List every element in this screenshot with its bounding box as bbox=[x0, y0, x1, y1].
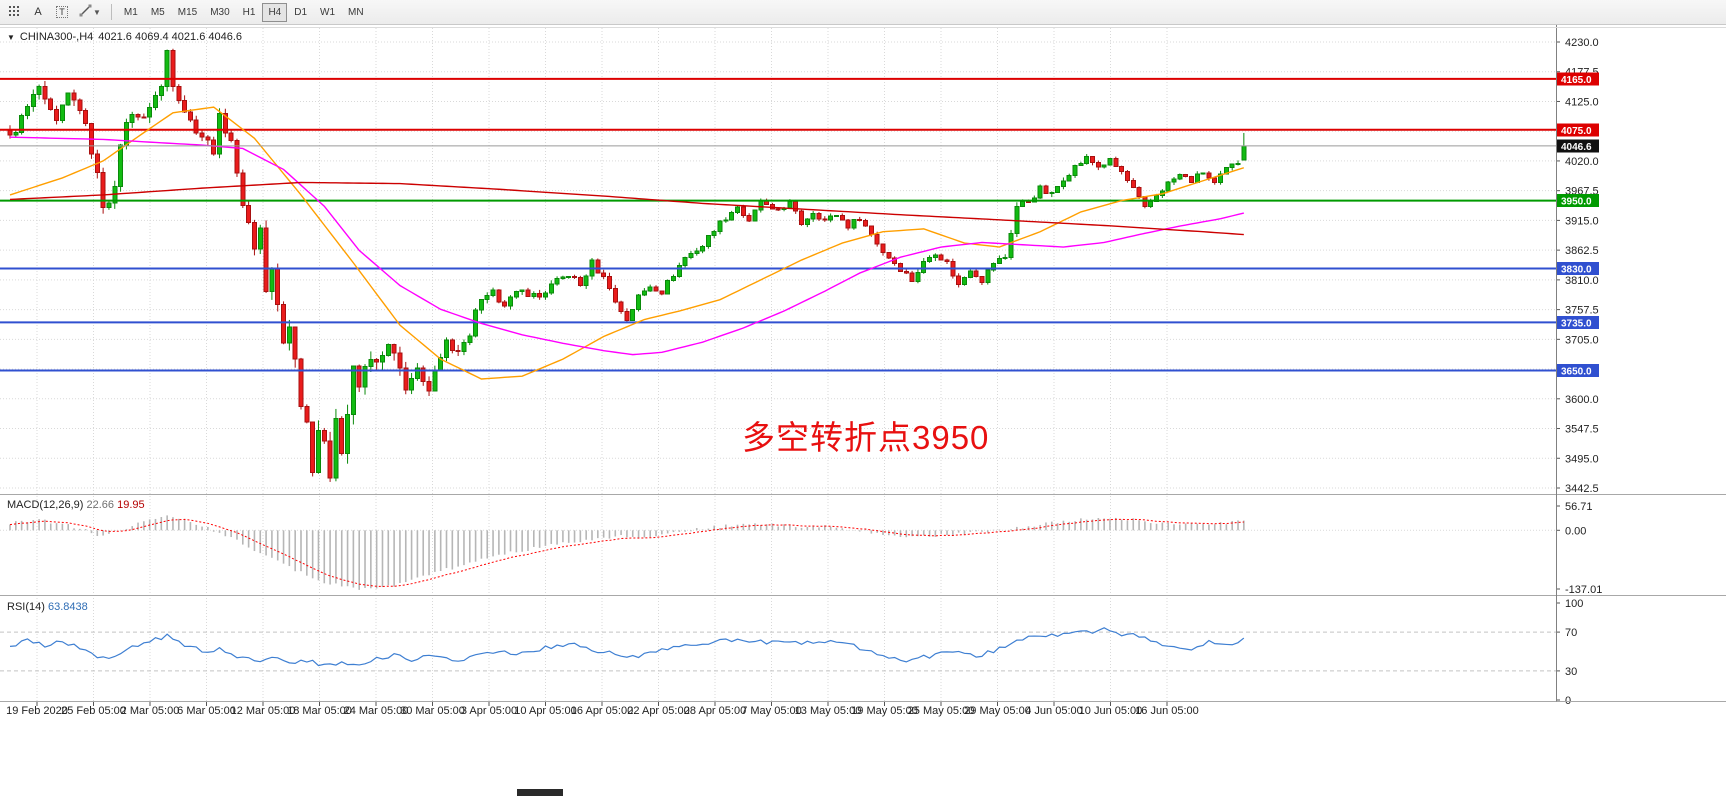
svg-text:3810.0: 3810.0 bbox=[1565, 275, 1599, 287]
svg-text:4230.0: 4230.0 bbox=[1565, 37, 1599, 49]
timeframe-group: M1 M5 M15 M30 H1 H4 D1 W1 MN bbox=[118, 2, 370, 22]
toolbar: A T ▼ M1 M5 M15 M30 H1 H4 D1 W1 MN bbox=[0, 0, 1726, 25]
svg-text:6 Mar 05:00: 6 Mar 05:00 bbox=[177, 705, 236, 717]
svg-text:100: 100 bbox=[1565, 598, 1583, 610]
svg-text:3547.5: 3547.5 bbox=[1565, 424, 1599, 436]
chart-ohlc-values: 4021.6 4069.4 4021.6 4046.6 bbox=[98, 31, 243, 43]
chart-symbol-period: CHINA300-,H4 bbox=[19, 31, 94, 43]
svg-text:10 Jun 05:00: 10 Jun 05:00 bbox=[1079, 705, 1143, 717]
timeframe-m15-button[interactable]: M15 bbox=[172, 3, 203, 22]
timeframe-w1-button[interactable]: W1 bbox=[314, 3, 341, 22]
timeframe-h1-button[interactable]: H1 bbox=[237, 3, 262, 22]
svg-text:4 Jun 05:00: 4 Jun 05:00 bbox=[1025, 705, 1083, 717]
annotation-text[interactable]: 多空转折点3950 bbox=[742, 419, 990, 456]
svg-text:29 May 05:00: 29 May 05:00 bbox=[964, 705, 1031, 717]
svg-text:3650.0: 3650.0 bbox=[1561, 366, 1592, 377]
svg-text:19 May 05:00: 19 May 05:00 bbox=[851, 705, 918, 717]
svg-text:3915.0: 3915.0 bbox=[1565, 215, 1599, 227]
text-label-tool-button[interactable]: A bbox=[27, 2, 49, 22]
svg-text:4125.0: 4125.0 bbox=[1565, 96, 1599, 108]
svg-text:25 May 05:00: 25 May 05:00 bbox=[908, 705, 975, 717]
svg-text:10 Apr 05:00: 10 Apr 05:00 bbox=[514, 705, 576, 717]
chart-title: ▼ CHINA300-,H4 4021.6 4069.4 4021.6 4046… bbox=[7, 31, 242, 43]
macd-signal-value: 19.95 bbox=[117, 499, 145, 511]
rsi-indicator-name: RSI(14) bbox=[7, 601, 45, 613]
timeframe-d1-button[interactable]: D1 bbox=[288, 3, 313, 22]
rsi-value: 63.8438 bbox=[47, 601, 88, 613]
svg-text:-137.01: -137.01 bbox=[1565, 584, 1602, 596]
grid-icon bbox=[8, 5, 20, 20]
svg-text:25 Feb 05:00: 25 Feb 05:00 bbox=[61, 705, 126, 717]
svg-text:30: 30 bbox=[1565, 666, 1577, 678]
text-box-tool-button[interactable]: T bbox=[51, 2, 73, 22]
svg-text:28 Apr 05:00: 28 Apr 05:00 bbox=[684, 705, 746, 717]
svg-text:16 Jun 05:00: 16 Jun 05:00 bbox=[1135, 705, 1199, 717]
svg-text:3757.5: 3757.5 bbox=[1565, 305, 1599, 317]
rsi-pane-label: RSI(14) 63.8438 bbox=[7, 601, 88, 613]
collapse-triangle-icon[interactable]: ▼ bbox=[7, 32, 15, 42]
chart-canvas[interactable]: 19 Feb 2020 25 Feb 05:00 2 Mar 05:00 6 Mar … bbox=[0, 25, 1726, 796]
svg-text:3735.0: 3735.0 bbox=[1561, 318, 1592, 329]
taskbar-fragment bbox=[517, 789, 563, 796]
svg-text:16 Apr 05:00: 16 Apr 05:00 bbox=[571, 705, 633, 717]
macd-indicator-name: MACD(12,26,9) bbox=[7, 499, 84, 511]
svg-text:19 Feb 2020: 19 Feb 2020 bbox=[6, 705, 68, 717]
macd-pane-label: MACD(12,26,9) 22.66 19.95 bbox=[7, 499, 145, 511]
svg-text:3 Apr 05:00: 3 Apr 05:00 bbox=[461, 705, 517, 717]
text-box-icon: T bbox=[56, 6, 68, 18]
line-tools-dropdown[interactable]: ▼ bbox=[75, 2, 105, 22]
toolbar-separator bbox=[110, 4, 112, 20]
svg-text:2 Mar 05:00: 2 Mar 05:00 bbox=[121, 705, 180, 717]
svg-text:0.00: 0.00 bbox=[1565, 525, 1586, 537]
svg-text:3495.0: 3495.0 bbox=[1565, 453, 1599, 465]
time-axis[interactable] bbox=[0, 701, 1556, 723]
svg-text:3950.0: 3950.0 bbox=[1561, 197, 1592, 208]
timeframe-m1-button[interactable]: M1 bbox=[118, 3, 144, 22]
svg-text:4165.0: 4165.0 bbox=[1561, 75, 1592, 86]
timeframe-m30-button[interactable]: M30 bbox=[204, 3, 235, 22]
svg-text:4020.0: 4020.0 bbox=[1565, 156, 1599, 168]
svg-text:56.71: 56.71 bbox=[1565, 501, 1593, 513]
svg-text:4046.6: 4046.6 bbox=[1561, 142, 1592, 153]
svg-text:22 Apr 05:00: 22 Apr 05:00 bbox=[627, 705, 689, 717]
svg-text:13 May 05:00: 13 May 05:00 bbox=[795, 705, 862, 717]
macd-main-value: 22.66 bbox=[86, 499, 115, 511]
svg-text:3705.0: 3705.0 bbox=[1565, 334, 1599, 346]
svg-text:70: 70 bbox=[1565, 627, 1577, 639]
trendline-icon bbox=[79, 4, 92, 20]
svg-text:7 May 05:00: 7 May 05:00 bbox=[741, 705, 802, 717]
svg-text:3862.5: 3862.5 bbox=[1565, 245, 1599, 257]
timeframe-m5-button[interactable]: M5 bbox=[145, 3, 171, 22]
svg-text:3830.0: 3830.0 bbox=[1561, 265, 1592, 276]
svg-text:12 Mar 05:00: 12 Mar 05:00 bbox=[231, 705, 296, 717]
svg-text:3442.5: 3442.5 bbox=[1565, 483, 1599, 495]
svg-text:18 Mar 05:00: 18 Mar 05:00 bbox=[287, 705, 352, 717]
svg-text:30 Mar 05:00: 30 Mar 05:00 bbox=[400, 705, 465, 717]
price-axis[interactable] bbox=[1556, 25, 1726, 701]
svg-text:3600.0: 3600.0 bbox=[1565, 394, 1599, 406]
svg-text:4075.0: 4075.0 bbox=[1561, 126, 1592, 137]
grid-tool-button[interactable] bbox=[3, 2, 25, 22]
timeframe-h4-button[interactable]: H4 bbox=[262, 2, 288, 22]
timeframe-mn-button[interactable]: MN bbox=[342, 3, 370, 22]
chevron-down-icon: ▼ bbox=[93, 7, 101, 17]
svg-text:24 Mar 05:00: 24 Mar 05:00 bbox=[344, 705, 409, 717]
